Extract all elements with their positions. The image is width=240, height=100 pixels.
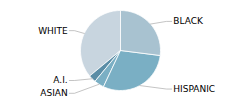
svg-text:HISPANIC: HISPANIC (173, 84, 215, 94)
svg-text:BLACK: BLACK (173, 16, 204, 26)
svg-text:A.I.: A.I. (53, 75, 67, 85)
svg-text:WHITE: WHITE (38, 26, 68, 36)
svg-text:ASIAN: ASIAN (40, 88, 67, 98)
